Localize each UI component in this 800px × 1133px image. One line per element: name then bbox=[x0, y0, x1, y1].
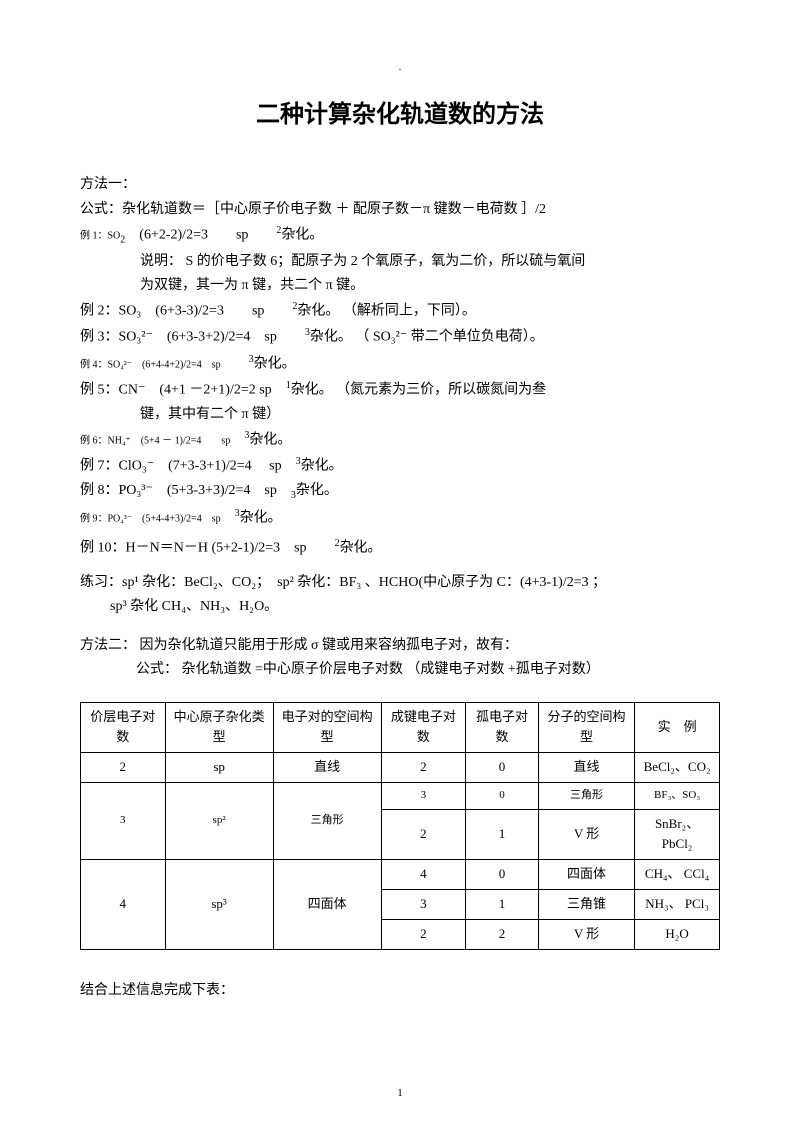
example7: 例 7：ClO₃⁻ (7+3-3+1)/2=4 sp 3杂化。 bbox=[80, 454, 720, 478]
example4: 例 4：SO₄²⁻ (6+4-4+2)/2=4 sp 3杂化。 bbox=[80, 352, 720, 376]
th-shape: 电子对的空间构型 bbox=[273, 702, 381, 753]
table-row: 4 sp³ 四面体 4 0 四面体 CH₄、 CCl₄ bbox=[81, 860, 720, 890]
example8: 例 8：PO₃³⁻ (5+3-3+3)/2=4 sp 3杂化。 bbox=[80, 480, 720, 504]
formula1: 公式：杂化轨道数＝［中心原子价电子数 ＋ 配原子数－π 键数－电荷数 ］/2 bbox=[80, 199, 720, 221]
th-hyb: 中心原子杂化类型 bbox=[165, 702, 273, 753]
th-pairs: 价层电子对数 bbox=[81, 702, 166, 753]
header-dot: . bbox=[80, 60, 720, 76]
example5-note: 键，其中有二个 π 键） bbox=[80, 404, 720, 426]
table-header-row: 价层电子对数 中心原子杂化类型 电子对的空间构型 成键电子对数 孤电子对数 分子… bbox=[81, 702, 720, 753]
example9: 例 9：PO₄³⁻ (5+4-4+3)/2=4 sp 3杂化。 bbox=[80, 506, 720, 530]
table-row: 3 sp² 三角形 3 0 三角形 BF₃、SO₃ bbox=[81, 782, 720, 809]
practice1: 练习：sp¹ 杂化：BeCl₂、CO₂； sp² 杂化：BF₃ 、HCHO(中心… bbox=[80, 572, 720, 594]
th-bond: 成键电子对数 bbox=[381, 702, 466, 753]
th-lone: 孤电子对数 bbox=[466, 702, 539, 753]
page-title: 二种计算杂化轨道数的方法 bbox=[80, 96, 720, 134]
method2-section: 方法二： 因为杂化轨道只能用于形成 σ 键或用来容纳孤电子对，故有： 公式： 杂… bbox=[80, 635, 720, 682]
method2-formula: 公式： 杂化轨道数 =中心原子价层电子对数 （成键电子对数 +孤电子对数） bbox=[80, 659, 720, 681]
th-mol: 分子的空间构型 bbox=[538, 702, 634, 753]
example1: 例 1：SO2 (6+2-2)/2=3 sp 2杂化。 bbox=[80, 223, 720, 248]
method2-label: 方法二： 因为杂化轨道只能用于形成 σ 键或用来容纳孤电子对，故有： bbox=[80, 635, 720, 657]
example5: 例 5：CN⁻ (4+1 －2+1)/2=2 sp 1杂化。 （氮元素为三价，所… bbox=[80, 378, 720, 402]
th-ex: 实 例 bbox=[635, 702, 720, 753]
example10: 例 10：H－N＝N－H (5+2-1)/2=3 sp 2杂化。 bbox=[80, 536, 720, 560]
method1-label: 方法一： bbox=[80, 174, 720, 196]
method1-section: 方法一： 公式：杂化轨道数＝［中心原子价电子数 ＋ 配原子数－π 键数－电荷数 … bbox=[80, 174, 720, 618]
hybridization-table: 价层电子对数 中心原子杂化类型 电子对的空间构型 成键电子对数 孤电子对数 分子… bbox=[80, 702, 720, 950]
example6: 例 6：NH₄⁺ (5+4 － 1)/2=4 sp 3杂化。 bbox=[80, 428, 720, 452]
example1-note1: 说明： S 的价电子数 6；配原子为 2 个氧原子，氧为二价，所以硫与氧间 bbox=[80, 251, 720, 273]
table-row: 2 sp 直线 2 0 直线 BeCl₂、CO₂ bbox=[81, 753, 720, 783]
practice2: sp³ 杂化 CH₄、NH₃、H₂O。 bbox=[80, 596, 720, 618]
closing-text: 结合上述信息完成下表： bbox=[80, 980, 720, 1002]
example1-note2: 为双键，其一为 π 键，共二个 π 键。 bbox=[80, 275, 720, 297]
example3: 例 3：SO₃²⁻ (6+3-3+2)/2=4 sp 3杂化。 （ SO₃²⁻ … bbox=[80, 325, 720, 349]
page-number: 1 bbox=[0, 1085, 800, 1103]
example2: 例 2：SO₃ (6+3-3)/2=3 sp 2杂化。 （解析同上，下同）。 bbox=[80, 299, 720, 323]
